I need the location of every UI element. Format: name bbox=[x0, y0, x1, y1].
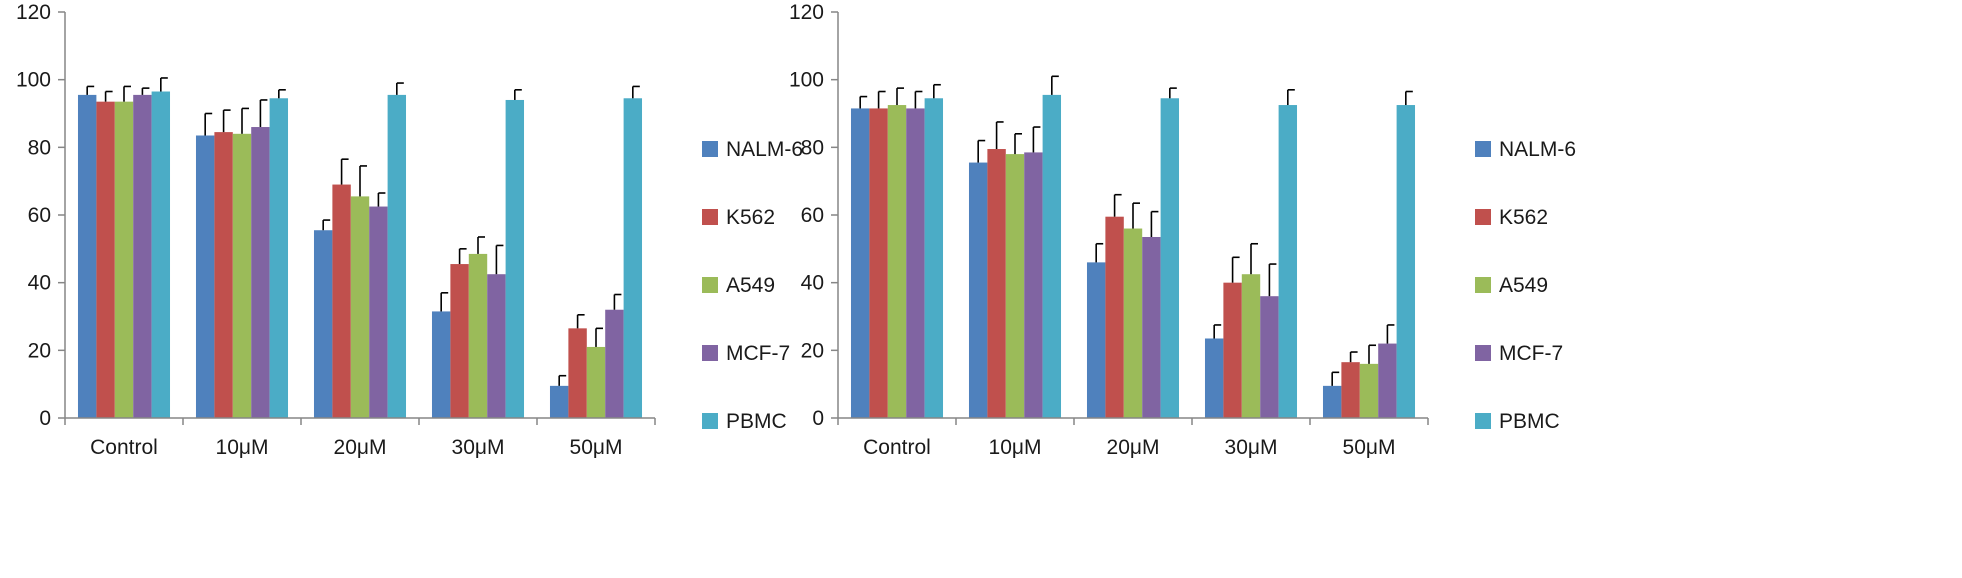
y-tick-label: 20 bbox=[28, 339, 51, 362]
x-tick-label: 20μM bbox=[1107, 436, 1160, 459]
y-tick-label: 0 bbox=[812, 407, 824, 430]
bar-PBMC-Control bbox=[924, 98, 944, 419]
x-tick-label: Control bbox=[90, 436, 158, 459]
bar-A549-30μM bbox=[1241, 274, 1261, 418]
bar-K562-10μM bbox=[987, 149, 1006, 418]
legend-swatch-MCF-7 bbox=[1475, 345, 1491, 361]
bar-NALM-6-50μM bbox=[1322, 385, 1342, 418]
legend-label-NALM-6: NALM-6 bbox=[1499, 138, 1576, 161]
y-tick-label: 40 bbox=[28, 272, 51, 295]
y-tick-label: 100 bbox=[16, 69, 51, 92]
bar-PBMC-10μM bbox=[1042, 94, 1062, 419]
bar-MCF-7-30μM bbox=[487, 274, 506, 418]
bar-K562-50μM bbox=[568, 328, 587, 418]
bar-A549-50μM bbox=[1359, 363, 1379, 418]
y-tick-label: 80 bbox=[28, 136, 51, 159]
legend-label-K562: K562 bbox=[1499, 206, 1548, 229]
legend-label-A549: A549 bbox=[1499, 274, 1548, 297]
bar-A549-30μM bbox=[468, 253, 488, 418]
bar-K562-30μM bbox=[450, 264, 469, 418]
bar-MCF-7-10μM bbox=[1024, 152, 1043, 419]
y-tick-label: 20 bbox=[801, 339, 824, 362]
y-tick-label: 80 bbox=[801, 136, 824, 159]
legend-swatch-PBMC bbox=[702, 413, 718, 429]
bar-MCF-7-Control bbox=[906, 108, 925, 419]
bar-A549-50μM bbox=[586, 346, 606, 418]
bar-MCF-7-Control bbox=[133, 94, 152, 419]
bar-A549-Control bbox=[887, 105, 907, 419]
chart-2: 0 20 40 60 80 100 120 Control 10μM 20μM 30μM 50μM NA… bbox=[789, 1, 1576, 459]
y-tick-label: 60 bbox=[28, 204, 51, 227]
bar-A549-10μM bbox=[1005, 154, 1025, 418]
legend-swatch-MCF-7 bbox=[702, 345, 718, 361]
x-tick-label: 50μM bbox=[570, 436, 623, 459]
bar-K562-20μM bbox=[332, 184, 351, 418]
bar-PBMC-30μM bbox=[1278, 105, 1298, 419]
bar-PBMC-30μM bbox=[505, 99, 525, 418]
bar-NALM-6-Control bbox=[850, 108, 870, 419]
legend-swatch-K562 bbox=[702, 209, 718, 225]
bar-MCF-7-20μM bbox=[369, 206, 388, 418]
legend-label-K562: K562 bbox=[726, 206, 775, 229]
y-tick-label: 0 bbox=[39, 407, 51, 430]
legend-label-PBMC: PBMC bbox=[1499, 410, 1560, 433]
bar-K562-10μM bbox=[214, 132, 233, 418]
chart-1: 0 20 40 60 80 100 120 Control 10μM 20μM 30μM 50μM NA… bbox=[16, 1, 803, 459]
bar-MCF-7-20μM bbox=[1142, 236, 1161, 418]
bar-K562-50μM bbox=[1341, 362, 1360, 418]
bar-MCF-7-50μM bbox=[1378, 343, 1397, 418]
x-tick-label: 50μM bbox=[1343, 436, 1396, 459]
x-tick-label: 10μM bbox=[989, 436, 1042, 459]
bar-MCF-7-30μM bbox=[1260, 296, 1279, 418]
bar-A549-10μM bbox=[232, 133, 252, 419]
bar-K562-30μM bbox=[1223, 282, 1242, 418]
bar-K562-20μM bbox=[1105, 216, 1124, 418]
bar-NALM-6-30μM bbox=[431, 311, 451, 418]
legend-label-MCF-7: MCF-7 bbox=[1499, 342, 1563, 365]
legend-label-A549: A549 bbox=[726, 274, 775, 297]
bar-PBMC-20μM bbox=[387, 94, 407, 419]
y-tick-label: 60 bbox=[801, 204, 824, 227]
bar-MCF-7-50μM bbox=[605, 309, 624, 418]
x-tick-label: Control bbox=[863, 436, 931, 459]
y-tick-label: 120 bbox=[789, 1, 824, 24]
bar-NALM-6-50μM bbox=[549, 385, 569, 418]
bar-K562-Control bbox=[96, 101, 115, 419]
bar-MCF-7-10μM bbox=[251, 127, 270, 419]
legend-label-PBMC: PBMC bbox=[726, 410, 787, 433]
x-tick-label: 30μM bbox=[1225, 436, 1278, 459]
bar-PBMC-20μM bbox=[1160, 98, 1180, 419]
legend-swatch-A549 bbox=[1475, 277, 1491, 293]
bar-K562-Control bbox=[869, 108, 888, 419]
x-tick-label: 30μM bbox=[452, 436, 505, 459]
bar-PBMC-10μM bbox=[269, 98, 289, 419]
bar-PBMC-50μM bbox=[1396, 105, 1416, 419]
legend-label-MCF-7: MCF-7 bbox=[726, 342, 790, 365]
bar-PBMC-Control bbox=[151, 91, 171, 418]
legend-swatch-NALM-6 bbox=[702, 141, 718, 157]
bar-A549-20μM bbox=[1123, 228, 1143, 418]
x-tick-label: 10μM bbox=[216, 436, 269, 459]
bar-NALM-6-Control bbox=[77, 94, 97, 419]
legend-label-NALM-6: NALM-6 bbox=[726, 138, 803, 161]
y-tick-label: 120 bbox=[16, 1, 51, 24]
bar-A549-Control bbox=[114, 101, 134, 419]
bar-PBMC-50μM bbox=[623, 98, 643, 419]
bar-NALM-6-30μM bbox=[1204, 338, 1224, 418]
legend-swatch-PBMC bbox=[1475, 413, 1491, 429]
bar-NALM-6-20μM bbox=[1086, 262, 1106, 418]
bar-NALM-6-10μM bbox=[968, 162, 988, 418]
bar-NALM-6-20μM bbox=[313, 230, 333, 418]
y-tick-label: 40 bbox=[801, 272, 824, 295]
legend-swatch-A549 bbox=[702, 277, 718, 293]
legend-swatch-NALM-6 bbox=[1475, 141, 1491, 157]
bar-NALM-6-10μM bbox=[195, 135, 215, 418]
y-tick-label: 100 bbox=[789, 69, 824, 92]
x-tick-label: 20μM bbox=[334, 436, 387, 459]
bar-A549-20μM bbox=[350, 196, 370, 418]
legend-swatch-K562 bbox=[1475, 209, 1491, 225]
